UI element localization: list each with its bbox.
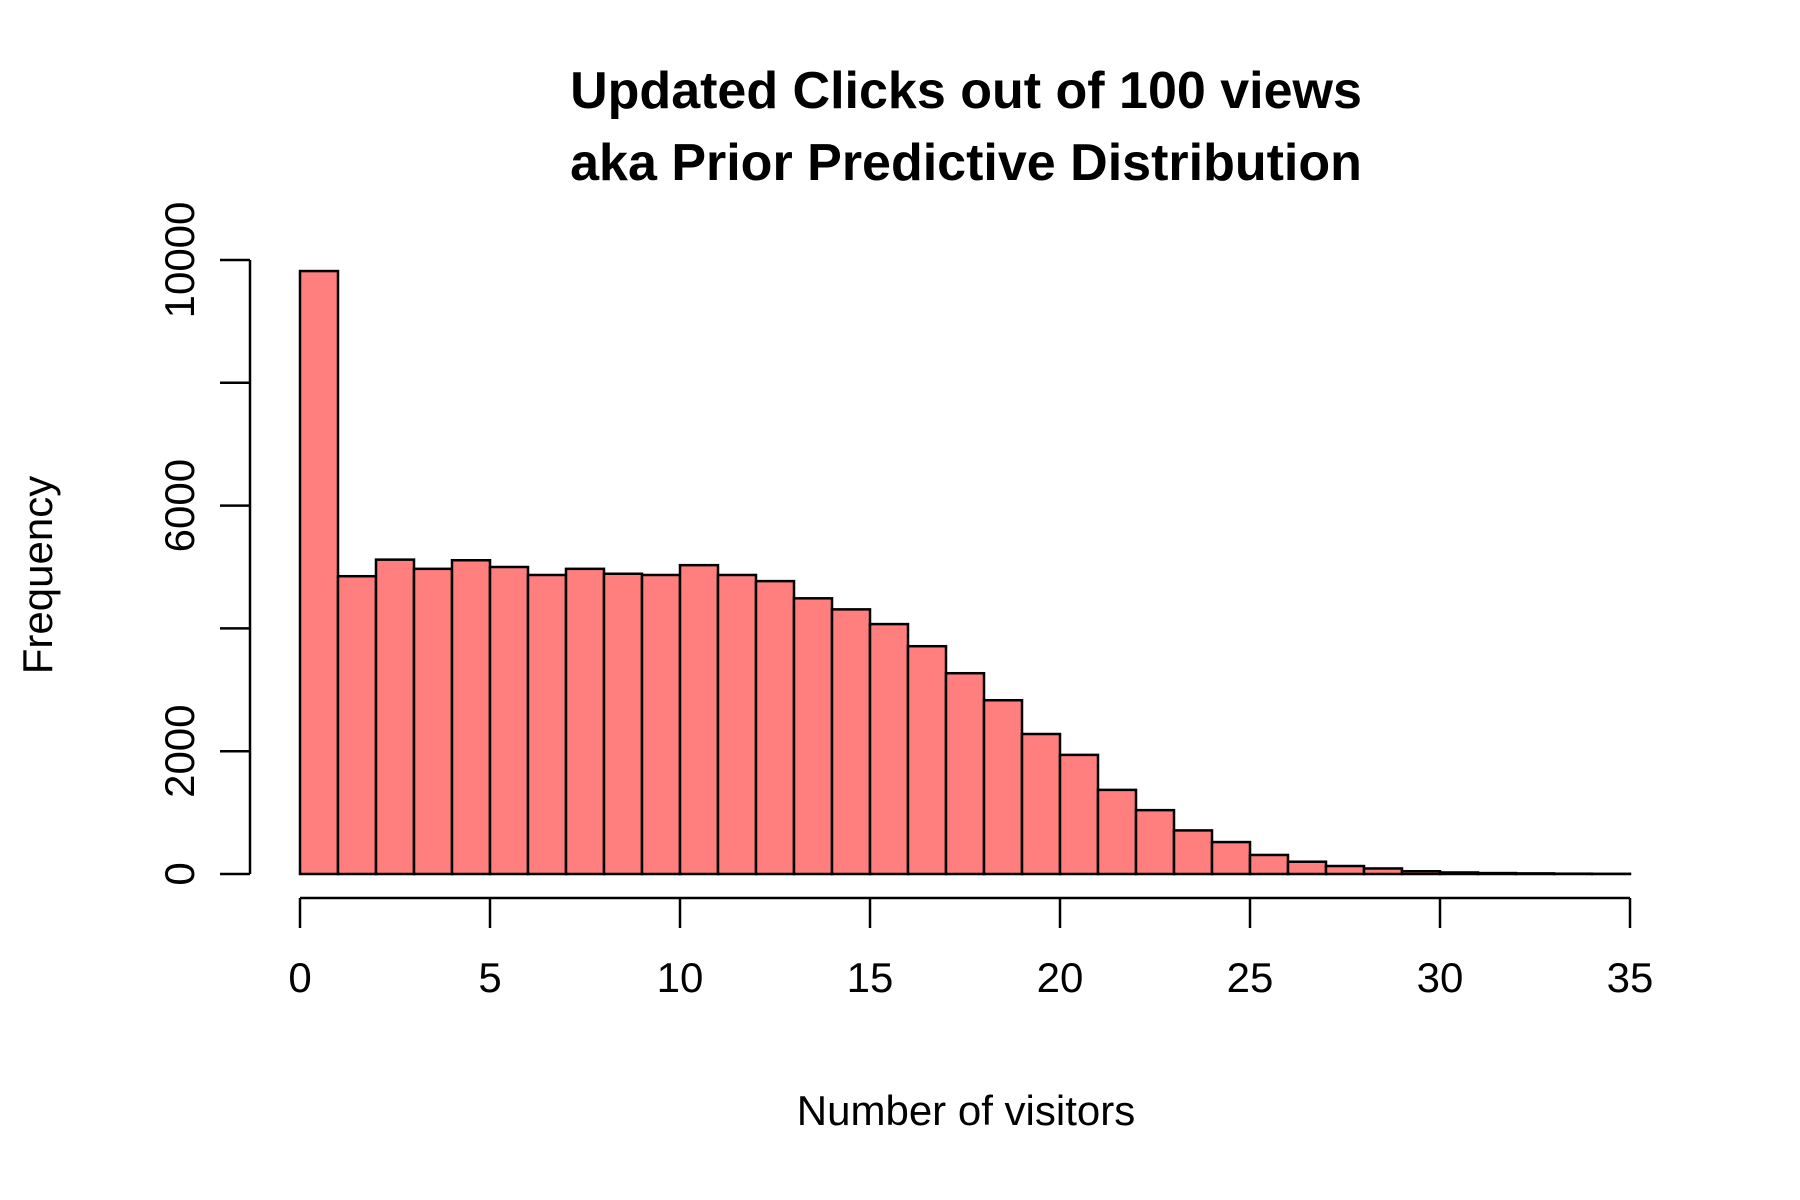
histogram-bar <box>412 567 454 876</box>
x-axis-label: Number of visitors <box>797 1087 1135 1134</box>
histogram-bar <box>716 573 758 876</box>
x-tick-label: 5 <box>478 954 501 1001</box>
histogram-bar <box>1514 872 1556 876</box>
y-tick-label: 0 <box>156 862 203 885</box>
bars-group <box>298 269 1632 876</box>
y-tick-label: 2000 <box>156 704 203 797</box>
x-tick-label: 15 <box>847 954 894 1001</box>
histogram-bar <box>298 269 340 876</box>
histogram-bar <box>830 608 872 876</box>
chart-title-line1: Updated Clicks out of 100 views <box>570 62 1362 120</box>
histogram-bar <box>1172 829 1214 876</box>
y-axis-label: Frequency <box>14 476 61 674</box>
histogram-bar <box>526 573 568 876</box>
histogram-bar <box>450 558 492 876</box>
histogram-bar <box>488 565 530 876</box>
histogram-bar <box>1400 869 1442 876</box>
histogram-bar <box>754 579 796 876</box>
histogram-bar <box>1020 732 1062 876</box>
histogram-bar <box>1476 871 1518 876</box>
x-tick-label: 20 <box>1037 954 1084 1001</box>
histogram-bar <box>564 567 606 876</box>
histogram-bar <box>1096 788 1138 876</box>
histogram-bar <box>868 622 910 876</box>
histogram-bar <box>792 597 834 876</box>
histogram-bar <box>1210 840 1252 876</box>
histogram-bar <box>1058 753 1100 876</box>
histogram-bar <box>906 644 948 876</box>
histogram-bar <box>944 671 986 876</box>
x-tick-label: 30 <box>1417 954 1464 1001</box>
histogram-bar <box>602 572 644 876</box>
y-tick-label: 6000 <box>156 459 203 552</box>
histogram-bar <box>336 574 378 876</box>
histogram-bar <box>982 698 1024 876</box>
y-tick-label: 10000 <box>156 202 203 319</box>
x-tick-label: 0 <box>288 954 311 1001</box>
histogram-bar <box>1324 864 1366 876</box>
histogram-bar <box>640 573 682 876</box>
histogram-bar <box>1438 871 1480 876</box>
histogram-bar <box>374 558 416 876</box>
histogram-bar <box>1248 853 1290 876</box>
x-axis: 0 5 10 15 20 25 30 35 <box>288 896 1654 1001</box>
chart-title-line2: aka Prior Predictive Distribution <box>570 134 1362 192</box>
histogram-bar <box>1134 808 1176 876</box>
x-tick-label: 35 <box>1607 954 1654 1001</box>
histogram-bar <box>678 563 720 876</box>
x-tick-label: 10 <box>657 954 704 1001</box>
histogram-bar <box>1286 860 1328 876</box>
y-axis: 0 2000 6000 10000 <box>156 202 252 886</box>
x-tick-label: 25 <box>1227 954 1274 1001</box>
histogram-bar <box>1362 867 1404 876</box>
